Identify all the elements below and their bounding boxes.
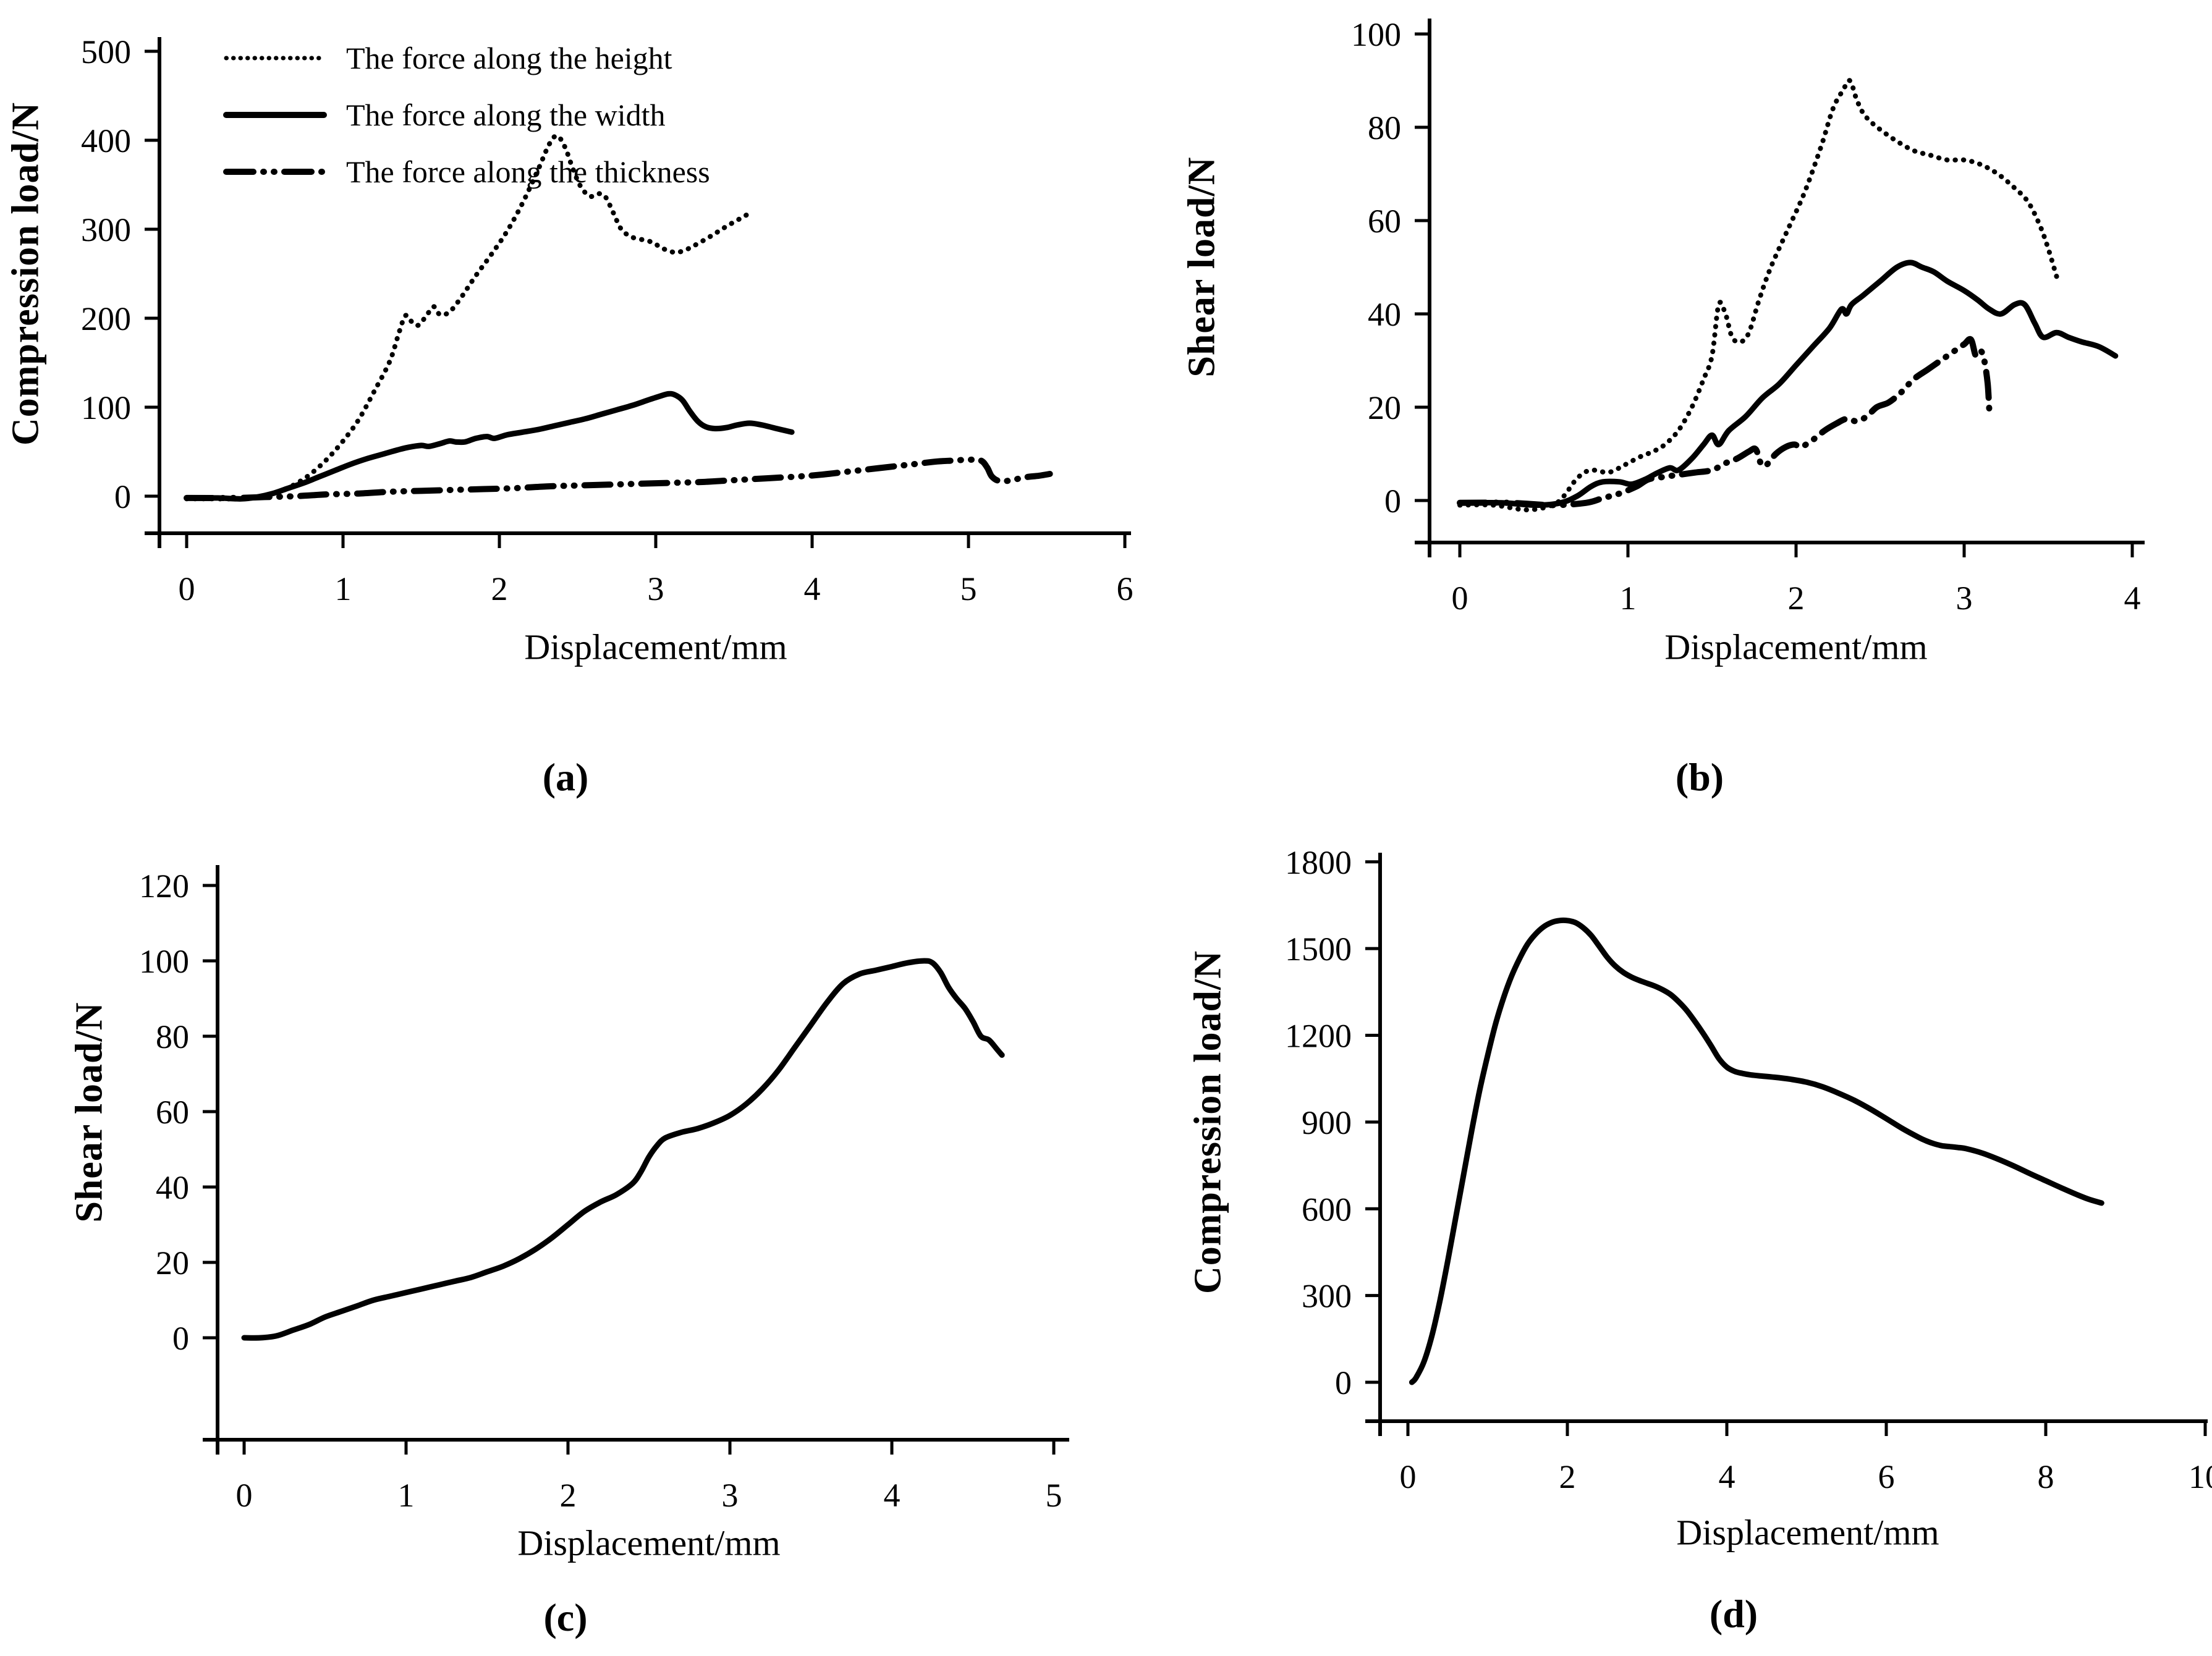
x-axis-label-b: Displacement/mm <box>1664 627 1928 667</box>
y-tick-label: 500 <box>81 33 131 70</box>
x-tick-label: 3 <box>722 1477 739 1514</box>
y-axis-label-c: Shear load/N <box>68 1002 111 1223</box>
legend-label: The force along the height <box>346 41 672 75</box>
x-tick-label: 6 <box>1117 570 1134 607</box>
legend-entry-height: The force along the height <box>222 30 710 87</box>
y-tick-label: 80 <box>1368 109 1401 146</box>
legend-solid-line-icon <box>223 112 327 118</box>
series-dash-dot-dot-curve <box>184 456 1053 501</box>
x-tick-label: 4 <box>1719 1458 1735 1495</box>
x-tick-label: 10 <box>2189 1458 2212 1495</box>
y-tick-label: 600 <box>1302 1191 1352 1228</box>
x-tick-label: 0 <box>179 570 195 607</box>
x-tick-label: 0 <box>1452 580 1468 617</box>
y-tick-label: 1200 <box>1285 1018 1352 1055</box>
x-tick-label: 1 <box>398 1477 415 1514</box>
y-tick-label: 0 <box>172 1320 189 1357</box>
x-tick-label: 4 <box>884 1477 900 1514</box>
y-tick-label: 80 <box>156 1018 189 1055</box>
x-tick-label: 8 <box>2038 1458 2054 1495</box>
chart-b-canvas: 0 20 40 60 80 100 0 1 2 3 4 <box>1351 16 2145 617</box>
legend-entry-thickness: The force along the thickness <box>222 143 710 200</box>
series-solid-curve <box>1457 260 2119 508</box>
x-tick-label: 1 <box>1620 580 1637 617</box>
x-axis-label-a: Displacement/mm <box>524 627 787 667</box>
y-tick-label: 120 <box>139 868 189 905</box>
x-tick-label: 0 <box>236 1477 253 1514</box>
y-tick-label: 40 <box>156 1169 189 1206</box>
x-axis-label-d: Displacement/mm <box>1676 1512 1939 1553</box>
y-tick-label: 1500 <box>1285 931 1352 968</box>
series-solid-curve <box>1409 917 2104 1385</box>
y-tick-label: 300 <box>81 211 131 248</box>
x-tick-label: 1 <box>335 570 352 607</box>
legend-dash-dot-dot-line-icon <box>223 169 327 175</box>
y-axis-label-a: Compression load/N <box>4 102 47 446</box>
y-tick-label: 0 <box>114 478 131 515</box>
chart-a-canvas: 0 100 200 300 400 500 0 1 2 3 4 5 6 <box>81 33 1134 607</box>
y-tick-label: 0 <box>1335 1364 1352 1401</box>
y-tick-label: 100 <box>81 389 131 426</box>
x-tick-label: 6 <box>1878 1458 1895 1495</box>
y-tick-label: 60 <box>156 1094 189 1131</box>
x-tick-label: 4 <box>804 570 821 607</box>
chart-c-canvas: 0 20 40 60 80 100 120 0 1 2 3 4 5 <box>139 865 1069 1514</box>
series-solid-curve <box>241 958 1005 1341</box>
legend-label: The force along the width <box>346 98 666 132</box>
y-axis-label-d: Compression load/N <box>1187 950 1229 1294</box>
panel-caption-c: (c) <box>543 1595 588 1639</box>
y-tick-label: 900 <box>1302 1104 1352 1141</box>
series-dotted-curve <box>184 133 755 502</box>
x-tick-label: 5 <box>1046 1477 1062 1514</box>
y-tick-label: 20 <box>1368 389 1401 426</box>
y-tick-label: 0 <box>1384 483 1401 520</box>
legend: The force along the height The force alo… <box>222 30 710 200</box>
y-tick-label: 200 <box>81 300 131 337</box>
y-tick-label: 20 <box>156 1244 189 1282</box>
x-tick-label: 3 <box>648 570 664 607</box>
legend-dotted-line-icon <box>224 56 326 61</box>
y-tick-label: 60 <box>1368 203 1401 240</box>
x-tick-label: 4 <box>2124 580 2141 617</box>
x-axis-label-c: Displacement/mm <box>517 1523 781 1563</box>
panel-caption-a: (a) <box>542 755 589 799</box>
x-tick-label: 2 <box>560 1477 577 1514</box>
x-tick-label: 2 <box>1788 580 1805 617</box>
x-tick-label: 2 <box>491 570 508 607</box>
panel-caption-b: (b) <box>1675 755 1724 799</box>
y-tick-label: 400 <box>81 122 131 159</box>
y-tick-label: 40 <box>1368 296 1401 333</box>
x-tick-label: 3 <box>1956 580 1973 617</box>
x-tick-label: 5 <box>960 570 977 607</box>
x-tick-label: 2 <box>1559 1458 1576 1495</box>
y-tick-label: 100 <box>1351 16 1401 53</box>
y-tick-label: 1800 <box>1285 844 1352 881</box>
y-tick-label: 100 <box>139 943 189 980</box>
y-tick-label: 300 <box>1302 1278 1352 1315</box>
chart-d-canvas: 0 300 600 900 1200 1500 1800 0 2 4 6 8 10 <box>1285 844 2212 1495</box>
legend-entry-width: The force along the width <box>222 87 710 143</box>
x-tick-label: 0 <box>1400 1458 1417 1495</box>
series-solid-curve <box>184 391 795 502</box>
legend-label: The force along the thickness <box>346 154 710 189</box>
y-axis-label-b: Shear load/N <box>1180 156 1223 378</box>
panel-caption-d: (d) <box>1709 1592 1758 1636</box>
series-dash-dot-dot-curve <box>1457 336 1993 509</box>
